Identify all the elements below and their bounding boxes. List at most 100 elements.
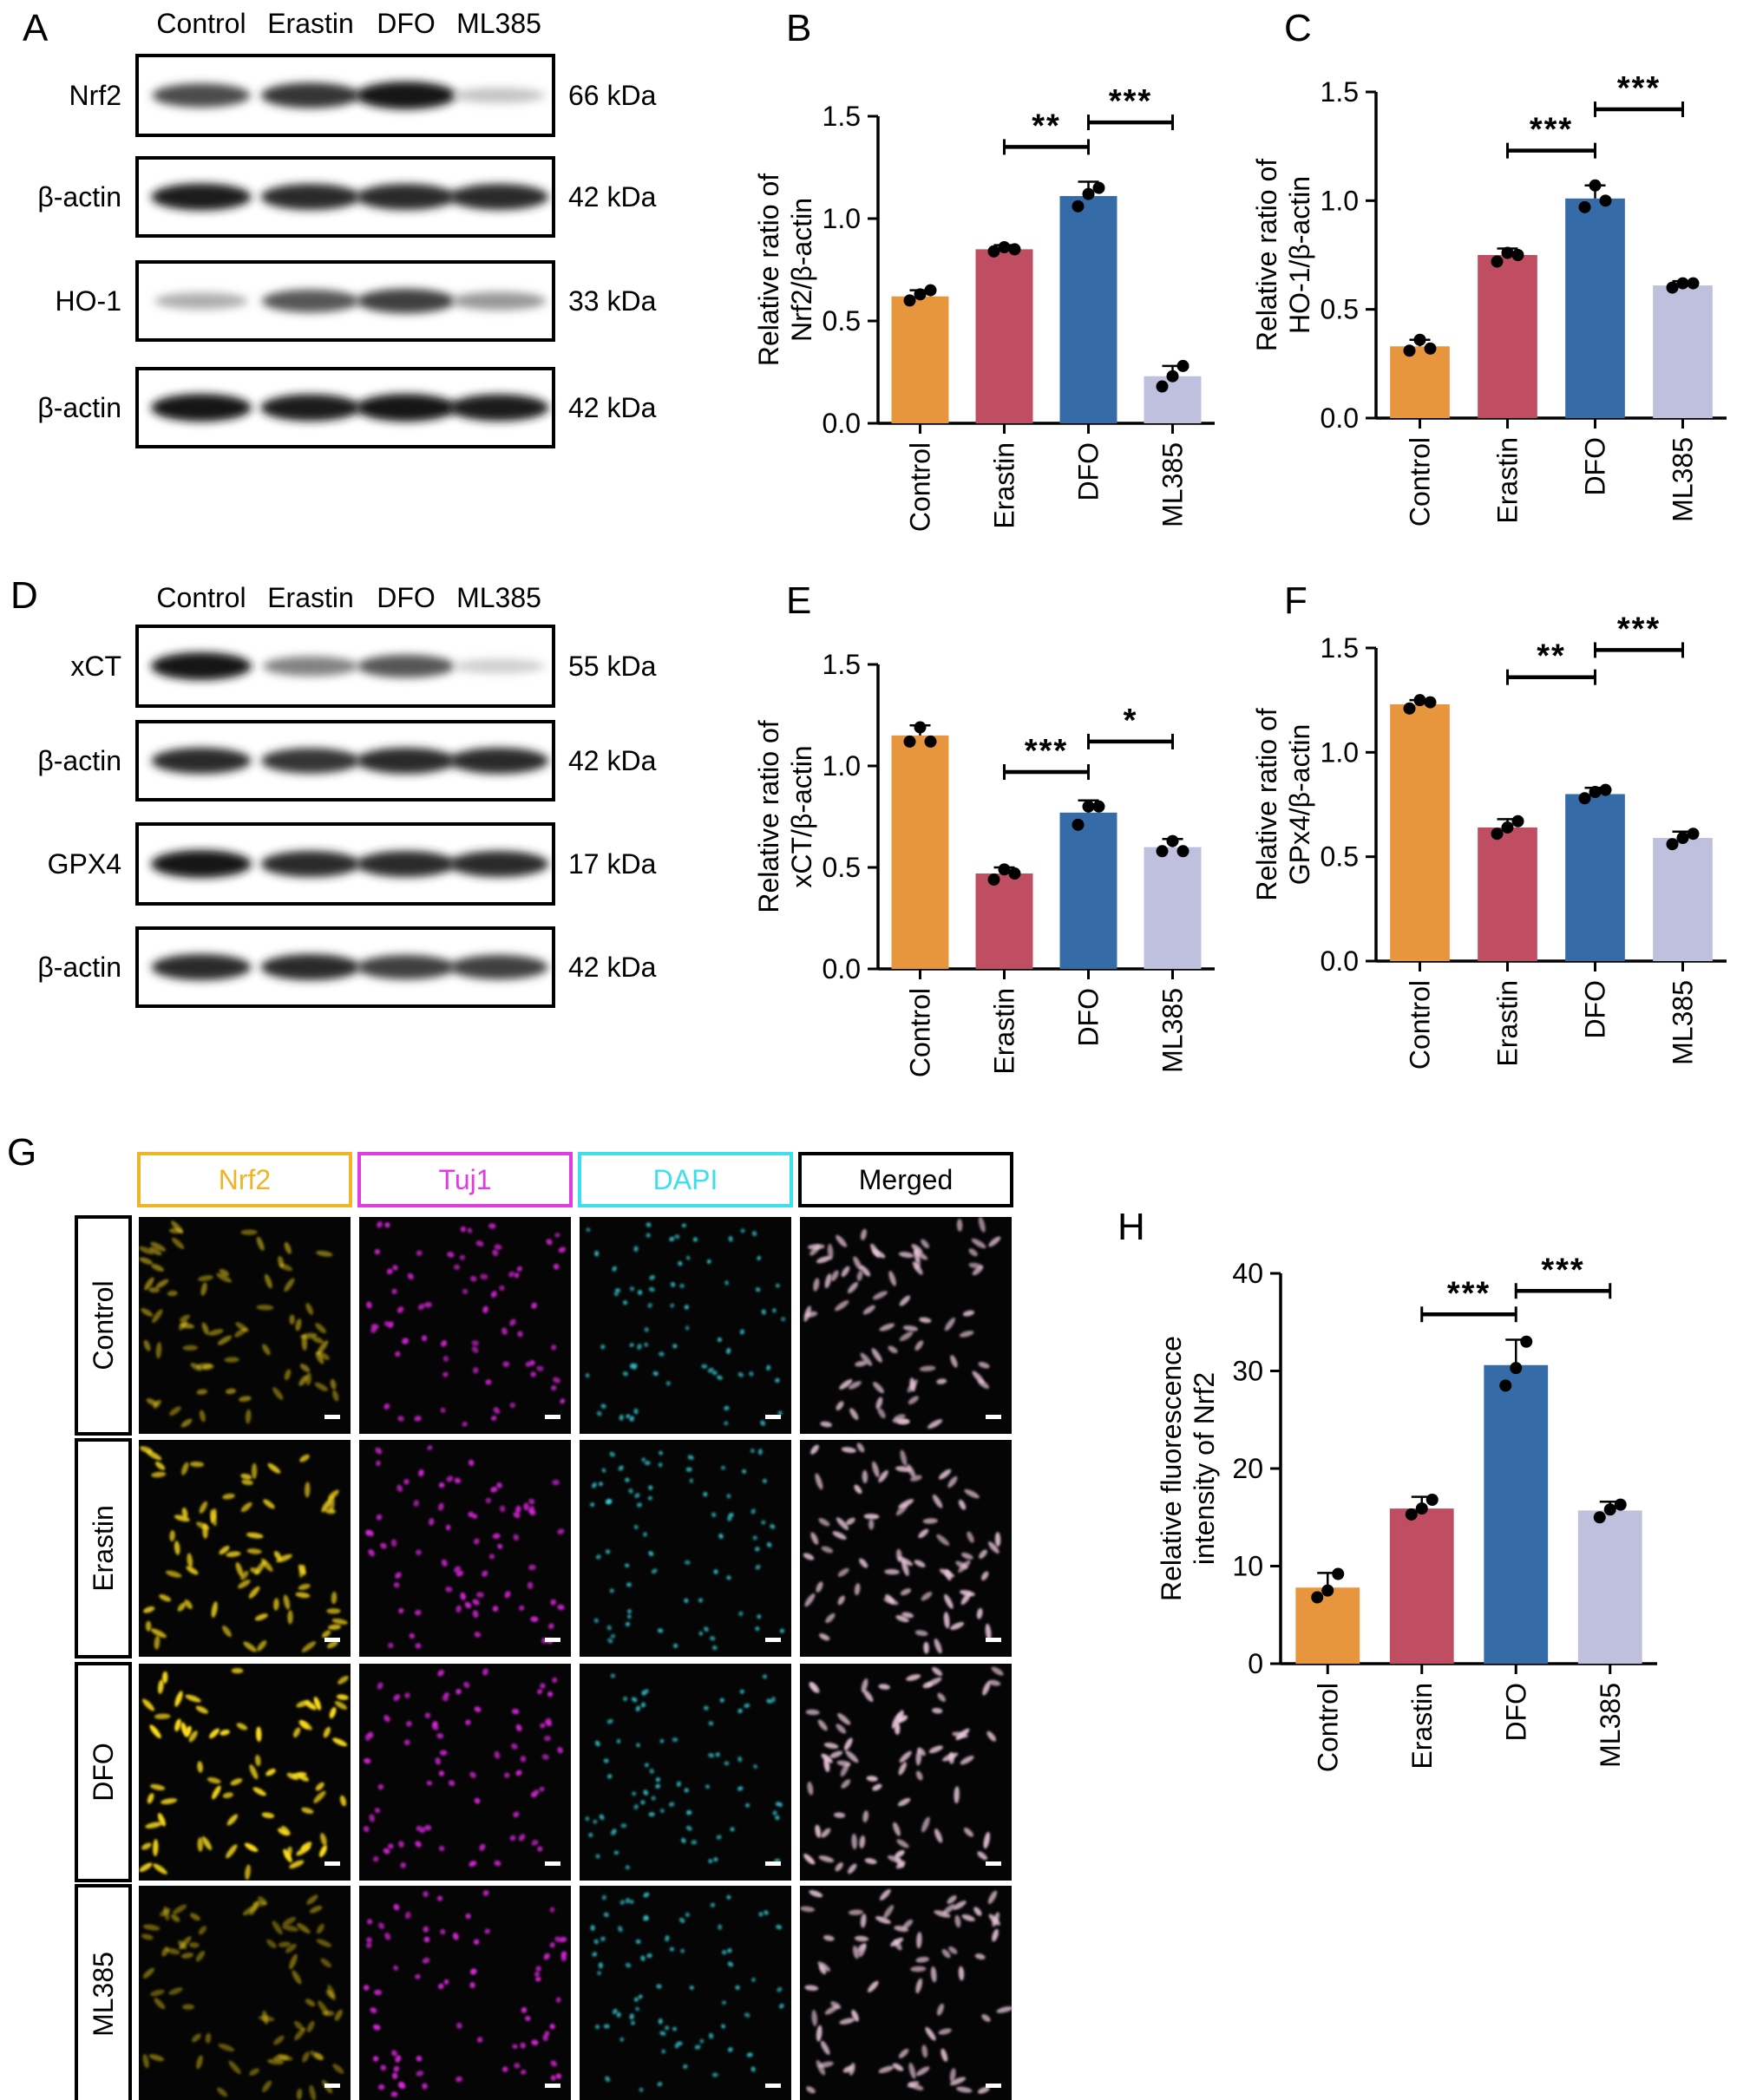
cell — [659, 1450, 664, 1456]
cell — [551, 1344, 557, 1351]
cell — [272, 1387, 284, 1400]
cell — [528, 1506, 534, 1514]
cell — [285, 1846, 292, 1858]
cell — [728, 1513, 734, 1518]
cell — [749, 1371, 754, 1377]
cell — [180, 1722, 188, 1737]
cell — [891, 1713, 901, 1729]
cell — [365, 1529, 371, 1536]
micrograph-tile — [359, 1440, 571, 1657]
bar-control — [1390, 346, 1450, 418]
cell — [407, 1272, 414, 1280]
cell — [595, 1854, 600, 1859]
blot-protein-label: β-actin — [37, 745, 121, 776]
cell — [189, 1461, 205, 1468]
cell — [325, 1989, 335, 1999]
data-point — [1589, 179, 1602, 192]
cell — [163, 1906, 170, 1921]
cell — [750, 1449, 755, 1454]
cell — [640, 1702, 646, 1708]
cell — [900, 1588, 912, 1596]
cell — [373, 2024, 381, 2031]
data-point — [1676, 277, 1689, 290]
cell — [603, 1758, 609, 1763]
cell — [761, 1520, 766, 1525]
cell — [823, 1742, 839, 1750]
cell — [721, 2024, 725, 2029]
micrograph-tile — [359, 1886, 571, 2100]
cell — [724, 1405, 730, 1411]
cell — [438, 1770, 444, 1776]
cell — [757, 1614, 762, 1619]
cell — [915, 1978, 923, 1994]
cell — [501, 1327, 508, 1335]
cell — [426, 1780, 433, 1786]
cell — [395, 1351, 401, 1357]
cell — [651, 1796, 656, 1801]
cell — [711, 2072, 718, 2077]
cell — [652, 1371, 659, 1377]
data-point — [1166, 834, 1179, 847]
cell — [724, 1421, 729, 1426]
cell — [472, 1610, 479, 1619]
y-tick-label: 10 — [1232, 1551, 1263, 1582]
y-tick-label: 20 — [1232, 1453, 1263, 1484]
cell — [727, 1961, 734, 1967]
cell — [745, 1802, 750, 1808]
cell — [832, 1531, 847, 1540]
cell — [907, 1379, 918, 1393]
cell — [902, 1919, 914, 1929]
cell — [593, 1939, 599, 1945]
cell — [445, 1586, 453, 1593]
cell — [883, 1905, 895, 1919]
scale-bar — [324, 2084, 340, 2088]
cell — [711, 1370, 718, 1376]
cell — [943, 1612, 950, 1629]
cell — [154, 1461, 166, 1470]
cell — [313, 1790, 326, 1803]
micrograph-tile — [580, 1886, 791, 2100]
cell — [804, 1985, 819, 1992]
cell — [552, 1677, 558, 1684]
cell — [370, 1324, 379, 1330]
cell — [306, 1894, 318, 1905]
cell — [853, 1256, 862, 1271]
cell — [366, 1301, 372, 1309]
cell — [727, 1948, 732, 1953]
cell — [217, 1335, 232, 1345]
cell — [235, 1561, 244, 1577]
micrograph-tile — [580, 1664, 791, 1881]
data-point — [1491, 828, 1504, 841]
western-blot-panel-a: Control Erastin DFO ML385 Nrf2 66 kDa β-actin 4… — [37, 8, 657, 448]
cell — [670, 1282, 676, 1287]
cell — [839, 1379, 853, 1390]
y-tick-label: 1.0 — [823, 203, 861, 234]
cell — [367, 1731, 374, 1738]
cell — [493, 1407, 501, 1415]
cell — [240, 1229, 258, 1235]
cell — [968, 1262, 982, 1269]
cell — [174, 1541, 180, 1555]
cell — [708, 1752, 715, 1758]
cell — [669, 1802, 675, 1807]
cell — [334, 1701, 348, 1710]
cell — [332, 1737, 348, 1747]
blot-band — [449, 850, 549, 878]
cell — [900, 1449, 908, 1466]
cell — [996, 2006, 1013, 2013]
cell — [374, 1808, 381, 1814]
blot-band — [356, 747, 456, 775]
cell — [864, 1858, 877, 1865]
cell — [245, 1864, 251, 1881]
cell — [306, 2020, 315, 2033]
x-tick-label: ML385 — [1157, 442, 1189, 527]
cell — [927, 1419, 943, 1429]
cell — [490, 1487, 498, 1493]
blot-lane-label: ML385 — [456, 8, 541, 39]
cell — [289, 1953, 298, 1970]
cell — [626, 1614, 632, 1619]
row-label-frame — [75, 1662, 132, 1882]
cell — [837, 1567, 849, 1577]
cell — [152, 1309, 163, 1324]
cell — [938, 2028, 952, 2035]
